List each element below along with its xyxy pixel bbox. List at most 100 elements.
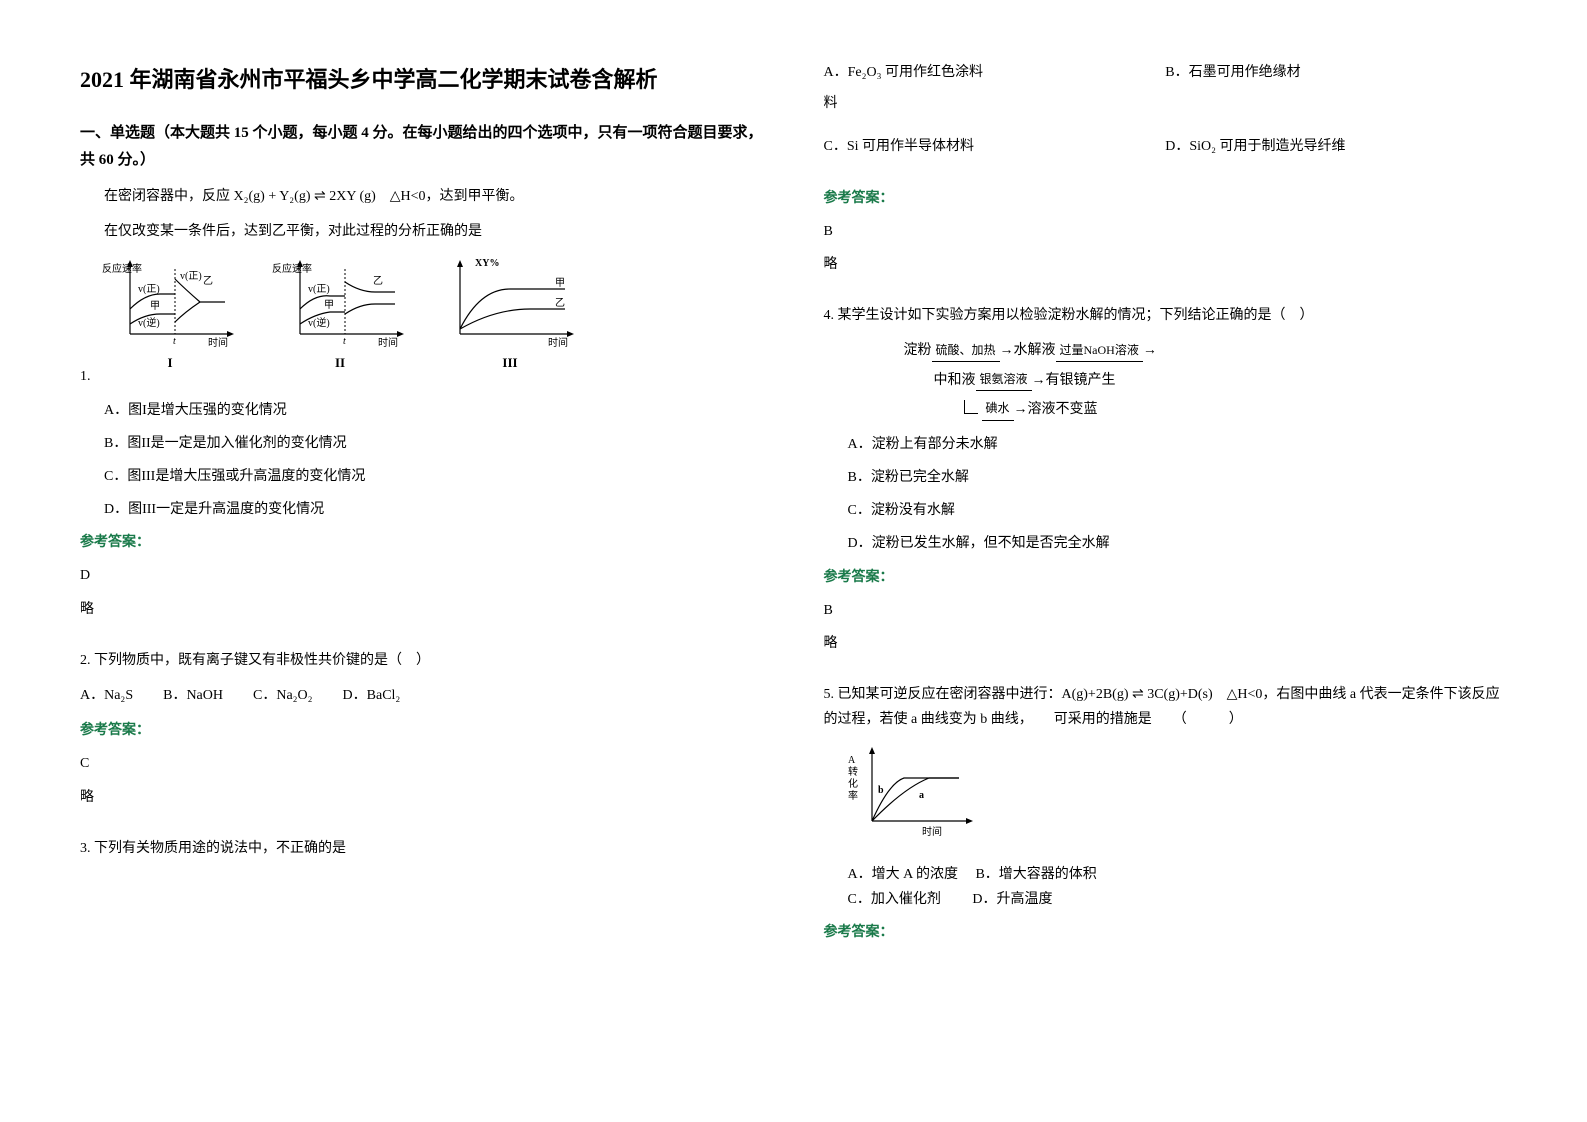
q4-optA: A．淀粉上有部分未水解 <box>848 432 1508 457</box>
q4-optB: B．淀粉已完全水解 <box>848 465 1508 490</box>
arrow-icon: → <box>1143 338 1157 363</box>
q4-optD: D．淀粉已发生水解，但不知是否完全水解 <box>848 531 1508 556</box>
d1-vfwd2: v(正) <box>180 271 202 282</box>
q4-flow: 淀粉 硫酸、加热 → 水解液 过量NaOH溶液 → 中和液 银氨溶液 → 有银镜… <box>904 338 1508 422</box>
flow-step4: 碘水 <box>982 398 1014 421</box>
diagram-2-svg: 反应速率 v(正) 甲 v(逆) 乙 t 时间 <box>270 254 410 349</box>
q3-optD: D．SiO₂ 可用于制造光导纤维 <box>1165 134 1507 159</box>
q5-ylabel-4: 率 <box>848 789 858 802</box>
q1-optA: A．图I是增大压强的变化情况 <box>104 398 764 423</box>
question-3-options: A．Fe₂O₃ 可用作红色涂料 B．石墨可用作绝缘材 料 C．Si 可用作半导体… <box>824 60 1508 285</box>
diagram-3: XY% 甲 乙 时间 III <box>440 254 580 374</box>
q3-optA: A．Fe₂O₃ 可用作红色涂料 <box>824 60 1166 85</box>
q5-chart-svg: A 转 化 率 b a 时间 <box>844 743 984 843</box>
q2-text: 2. 下列物质中，既有离子键又有非极性共价键的是（ ） <box>80 648 764 673</box>
q2-optD: D．BaCl₂ <box>343 683 401 708</box>
q1-diagrams: 反应速率 v(正) 甲 v(逆) v(正) 乙 t 时间 I <box>100 254 764 374</box>
page-title: 2021 年湖南省永州市平福头乡中学高二化学期末试卷含解析 <box>80 60 764 100</box>
diagram-1: 反应速率 v(正) 甲 v(逆) v(正) 乙 t 时间 I <box>100 254 240 374</box>
diagram-3-svg: XY% 甲 乙 时间 <box>440 254 580 349</box>
d2-ylabel: 反应速率 <box>272 262 312 275</box>
q4-note: 略 <box>824 631 1508 656</box>
d1-xlabel: 时间 <box>208 336 228 349</box>
d2-yi: 乙 <box>373 275 383 287</box>
q3-text: 3. 下列有关物质用途的说法中，不正确的是 <box>80 836 764 861</box>
q2-note: 略 <box>80 785 764 810</box>
d2-vrev: v(逆) <box>308 316 330 329</box>
question-3-stem: 3. 下列有关物质用途的说法中，不正确的是 <box>80 836 764 871</box>
diagram-1-svg: 反应速率 v(正) 甲 v(逆) v(正) 乙 t 时间 <box>100 254 240 349</box>
flow-neutralized: 中和液 <box>934 368 976 393</box>
branch-line-icon <box>964 400 978 414</box>
question-2: 2. 下列物质中，既有离子键又有非极性共价键的是（ ） A．Na₂S B．NaO… <box>80 648 764 818</box>
arrow-icon: → <box>1032 368 1046 393</box>
q2-answer-label: 参考答案： <box>80 718 764 743</box>
q5-ylabel-3: 化 <box>848 777 858 790</box>
q4-text: 4. 某学生设计如下实验方案用以检验淀粉水解的情况；下列结论正确的是（ ） <box>824 303 1508 328</box>
q5-ylabel-2: 转 <box>848 765 858 778</box>
q3-note: 略 <box>824 252 1508 277</box>
q5-optD: D．升高温度 <box>972 892 1052 907</box>
q1-note: 略 <box>80 597 764 622</box>
q4-optC: C．淀粉没有水解 <box>848 498 1508 523</box>
d2-t: t <box>343 336 346 347</box>
q1-optC: C．图III是增大压强或升高温度的变化情况 <box>104 464 764 489</box>
q5-optA: A．增大 A 的浓度 <box>848 867 958 882</box>
d3-yi: 乙 <box>555 297 565 309</box>
q5-text: 5. 已知某可逆反应在密闭容器中进行：A(g)+2B(g) ⇌ 3C(g)+D(… <box>824 682 1508 732</box>
flow-step2: 过量NaOH溶液 <box>1056 340 1143 363</box>
d1-yi: 乙 <box>203 275 213 287</box>
flow-hydrolysate: 水解液 <box>1014 338 1056 363</box>
q1-answer: D <box>80 563 764 588</box>
q2-optB: B．NaOH <box>163 683 223 708</box>
q1-line1: 在密闭容器中，反应 X₂(g) + Y₂(g) ⇌ 2XY (g) △H<0，达… <box>80 184 764 209</box>
right-column: A．Fe₂O₃ 可用作红色涂料 B．石墨可用作绝缘材 料 C．Si 可用作半导体… <box>824 60 1508 1062</box>
q5-answer-label: 参考答案： <box>824 920 1508 945</box>
q2-options: A．Na₂S B．NaOH C．Na₂O₂ D．BaCl₂ <box>80 683 764 708</box>
q5-ylabel-1: A <box>848 755 856 766</box>
flow-noblue: 溶液不变蓝 <box>1028 397 1098 422</box>
d2-vfwd: v(正) <box>308 284 330 295</box>
d3-roman: III <box>440 351 580 374</box>
q3-optC: C．Si 可用作半导体材料 <box>824 134 1166 159</box>
q5-xlabel: 时间 <box>922 825 942 838</box>
q1-optB: B．图II是一定是加入催化剂的变化情况 <box>104 431 764 456</box>
q3-answer-label: 参考答案： <box>824 186 1508 211</box>
q1-line2: 在仅改变某一条件后，达到乙平衡，对此过程的分析正确的是 <box>80 219 764 244</box>
diagram-2: 反应速率 v(正) 甲 v(逆) 乙 t 时间 II <box>270 254 410 374</box>
d1-t: t <box>173 336 176 347</box>
question-4: 4. 某学生设计如下实验方案用以检验淀粉水解的情况；下列结论正确的是（ ） 淀粉… <box>824 303 1508 664</box>
q3-optB: B．石墨可用作绝缘材 <box>1165 60 1507 85</box>
flow-starch: 淀粉 <box>904 338 932 363</box>
d2-roman: II <box>270 351 410 374</box>
question-5: 5. 已知某可逆反应在密闭容器中进行：A(g)+2B(g) ⇌ 3C(g)+D(… <box>824 682 1508 945</box>
d1-vrev: v(逆) <box>138 316 160 329</box>
q5-options-row1: A．增大 A 的浓度 B．增大容器的体积 <box>848 862 1508 887</box>
q5-optC: C．加入催化剂 <box>848 892 941 907</box>
q1-optD: D．图III一定是升高温度的变化情况 <box>104 497 764 522</box>
q3-answer: B <box>824 219 1508 244</box>
flow-silver: 有银镜产生 <box>1046 368 1116 393</box>
q2-optA: A．Na₂S <box>80 683 133 708</box>
d1-jia: 甲 <box>150 301 160 312</box>
q5-options-row2: C．加入催化剂 D．升高温度 <box>848 887 1508 912</box>
question-1: 在密闭容器中，反应 X₂(g) + Y₂(g) ⇌ 2XY (g) △H<0，达… <box>80 184 764 630</box>
d1-roman: I <box>100 351 240 374</box>
d3-ylabel: XY% <box>475 258 499 269</box>
d1-vfwd: v(正) <box>138 284 160 295</box>
q5-curve-b: b <box>878 785 884 796</box>
flow-step1: 硫酸、加热 <box>932 340 1000 363</box>
d3-jia: 甲 <box>555 278 565 289</box>
q2-optC: C．Na₂O₂ <box>253 683 313 708</box>
left-column: 2021 年湖南省永州市平福头乡中学高二化学期末试卷含解析 一、单选题（本大题共… <box>80 60 764 1062</box>
q2-answer: C <box>80 751 764 776</box>
section-header: 一、单选题（本大题共 15 个小题，每小题 4 分。在每小题给出的四个选项中，只… <box>80 120 764 174</box>
q1-num: 1. <box>80 369 91 384</box>
arrow-icon: → <box>1000 338 1014 363</box>
q5-optB: B．增大容器的体积 <box>975 867 1096 882</box>
d2-xlabel: 时间 <box>378 336 398 349</box>
q5-curve-a: a <box>919 790 924 801</box>
d2-jia: 甲 <box>324 300 334 311</box>
d3-xlabel: 时间 <box>548 336 568 349</box>
q5-chart: A 转 化 率 b a 时间 <box>844 743 1508 852</box>
